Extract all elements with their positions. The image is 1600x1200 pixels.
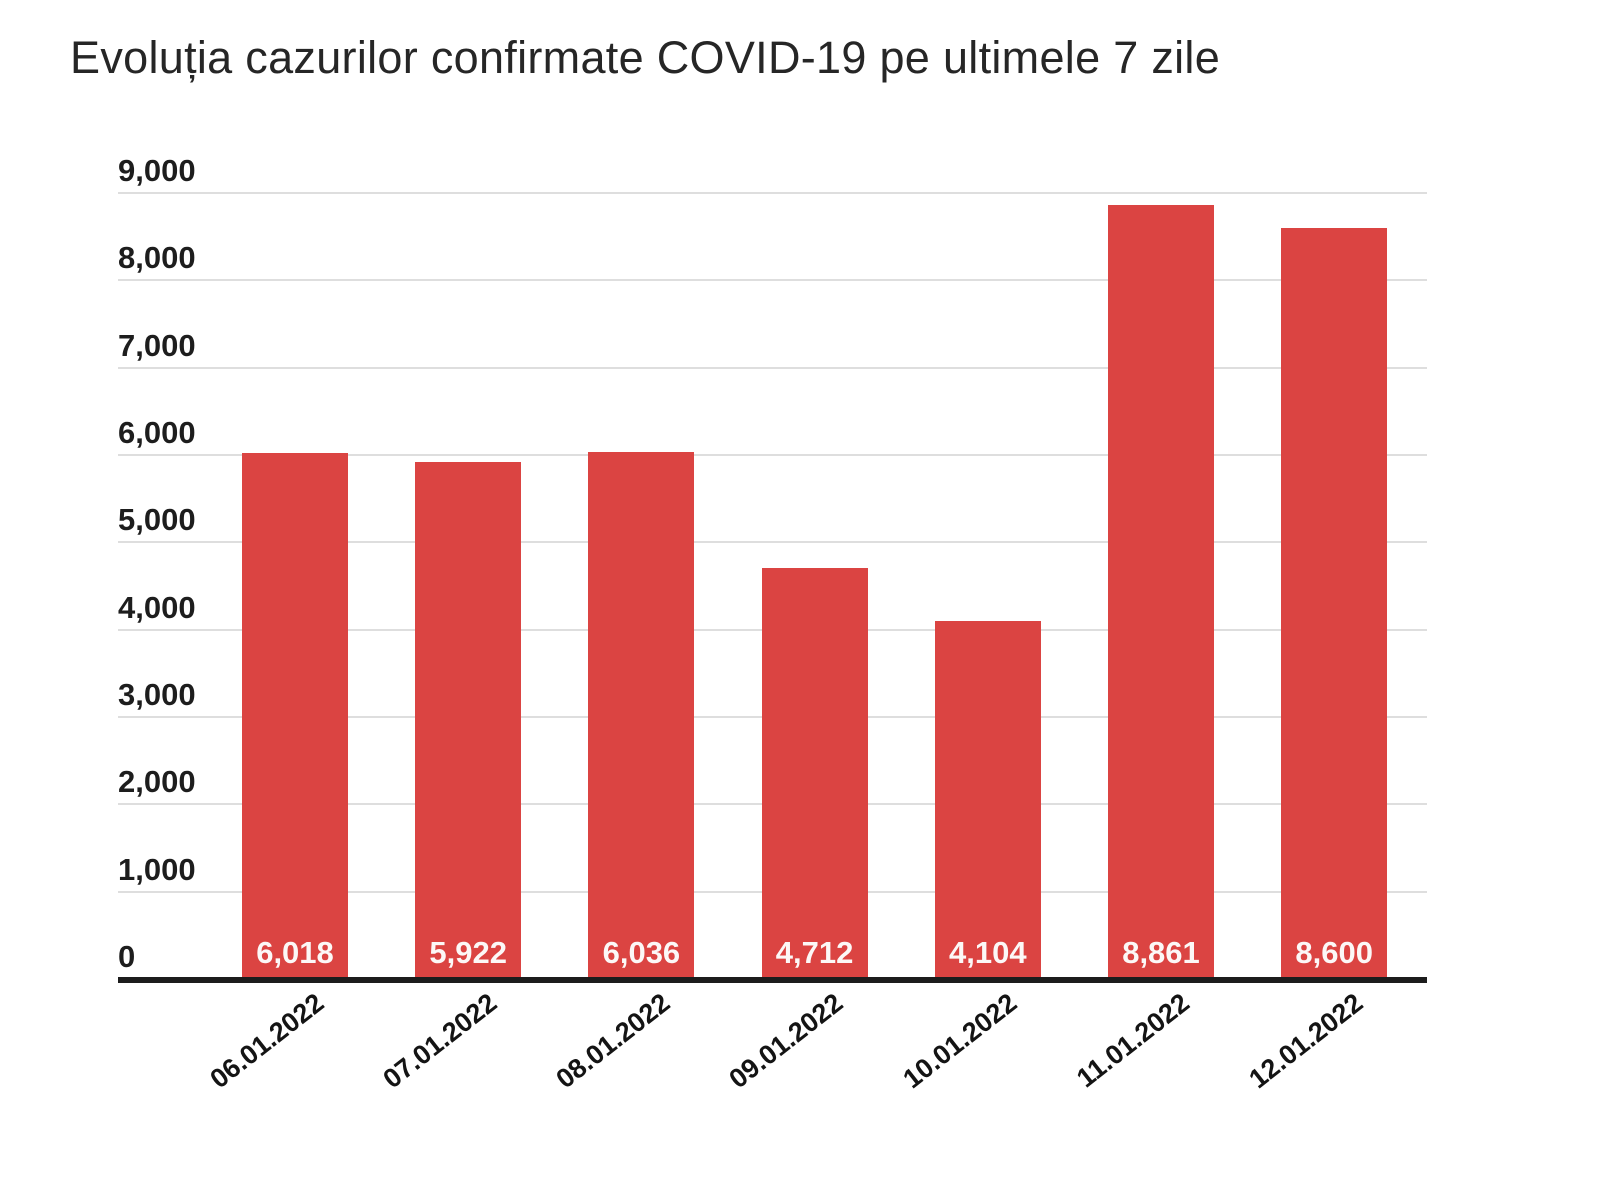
gridline-6000 <box>118 454 1427 456</box>
y-axis-tick-label-8: 8,000 <box>118 240 196 276</box>
y-axis-tick-label-4: 4,000 <box>118 589 196 625</box>
bar-2: 5,922 <box>415 461 522 979</box>
bar-value-label-1: 6,018 <box>256 935 334 970</box>
y-axis-tick-label-0: 0 <box>118 939 136 974</box>
x-axis-line <box>118 977 1427 983</box>
bar-value-label-6: 8,861 <box>1122 935 1200 970</box>
bar-value-label-7: 8,600 <box>1295 935 1373 970</box>
x-axis-date-label-7: 12.01.2022 <box>1243 987 1369 1095</box>
y-axis-tick-label-5: 5,000 <box>118 502 196 538</box>
bar-value-label-4: 4,712 <box>775 935 854 970</box>
chart-title: Evoluția cazurilor confirmate COVID-19 p… <box>70 32 1221 83</box>
y-axis-tick-label-7: 7,000 <box>118 327 196 363</box>
bar-value-label-2: 5,922 <box>429 935 507 970</box>
gridline-9000 <box>118 192 1427 194</box>
bar-5: 4,104 <box>934 620 1041 979</box>
y-axis-tick-label-2: 2,000 <box>118 764 196 800</box>
gridline-5000 <box>118 541 1427 544</box>
bar-4: 4,712 <box>761 567 868 979</box>
x-axis-date-label-4: 09.01.2022 <box>723 987 849 1095</box>
bar-3: 6,036 <box>588 451 695 979</box>
y-axis-tick-label-9: 9,000 <box>118 153 196 188</box>
y-axis-tick-label-3: 3,000 <box>118 677 196 712</box>
bar-6: 8,861 <box>1108 205 1214 979</box>
gridline-7000 <box>118 366 1427 369</box>
bar-value-label-3: 6,036 <box>602 935 681 970</box>
x-axis-date-label-3: 08.01.2022 <box>550 987 676 1095</box>
y-axis-tick-label-6: 6,000 <box>118 415 196 450</box>
bar-value-label-5: 4,104 <box>949 935 1027 970</box>
bar-1: 6,018 <box>242 453 348 979</box>
x-axis-date-label-6: 11.01.2022 <box>1071 987 1196 1094</box>
x-axis-date-label-2: 07.01.2022 <box>377 987 503 1095</box>
bar-7: 8,600 <box>1281 227 1388 979</box>
x-axis-date-label-1: 06.01.2022 <box>204 987 330 1095</box>
gridline-8000 <box>118 279 1427 282</box>
y-axis-tick-label-1: 1,000 <box>118 851 196 887</box>
x-axis-date-label-5: 10.01.2022 <box>897 987 1023 1095</box>
